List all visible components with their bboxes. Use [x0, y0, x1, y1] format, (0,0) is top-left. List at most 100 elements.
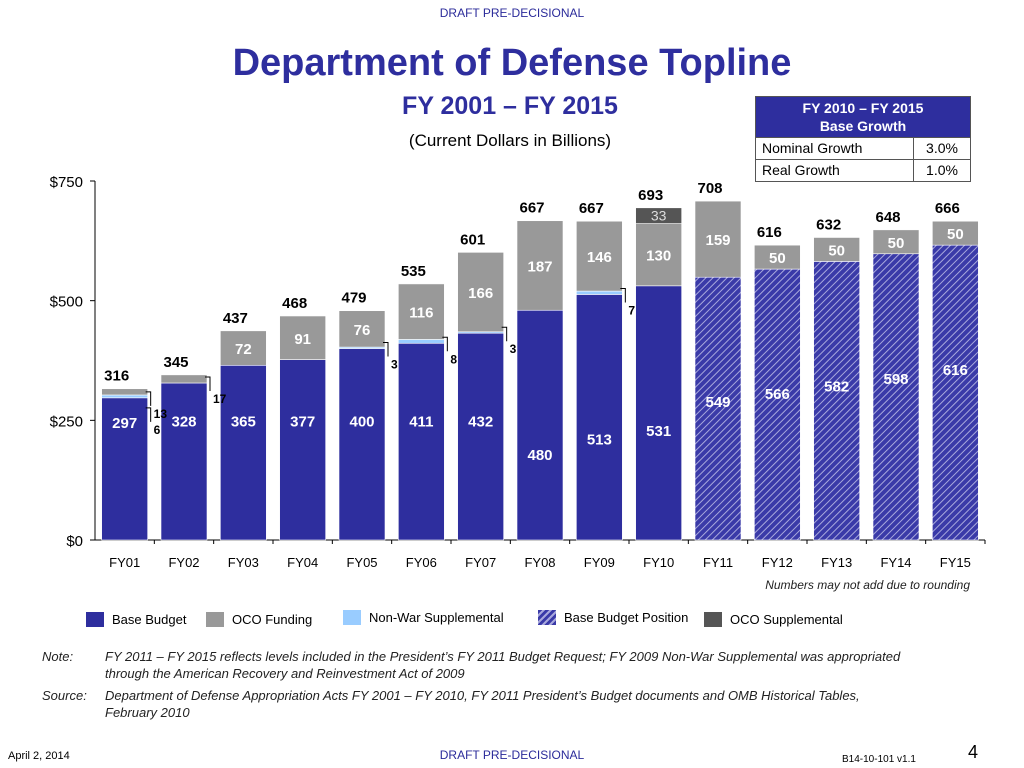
growth-row-value: 3.0%	[913, 137, 971, 160]
bar-oco-funding-fy06	[398, 283, 445, 340]
legend-item-base-budget: Base Budget	[86, 612, 186, 627]
bar-oco-funding-fy15	[932, 220, 979, 246]
bar-value-label: 513	[587, 431, 612, 448]
bar-oco-label: 166	[468, 285, 493, 302]
growth-table-header-line1: FY 2010 – FY 2015	[802, 100, 924, 116]
growth-row-label: Nominal Growth	[755, 137, 914, 160]
bar-value-label: 432	[468, 413, 493, 430]
bar-oco-supplemental-fy10	[635, 207, 682, 224]
bar-total-label: 316	[104, 368, 129, 385]
topline-bar-chart: $0 $250 $500 $750 FY01 FY02 FY03 FY04 FY05 FY06 FY…	[50, 174, 986, 570]
growth-row-value: 1.0%	[913, 159, 971, 182]
bar-value-label: 377	[290, 413, 315, 430]
bar-total-label: 437	[223, 310, 248, 327]
bar-oco-label: 50	[947, 226, 964, 243]
bar-oco-funding-fy09	[576, 220, 623, 292]
bar-total-label: 667	[579, 200, 604, 217]
note-line: through the American Recovery and Reinve…	[105, 666, 465, 681]
bar-oco-label: 159	[705, 232, 730, 249]
x-tick-label: FY13	[821, 555, 852, 570]
callout-bracket	[442, 336, 448, 352]
callout-bracket	[620, 287, 626, 303]
bar-value-label: 566	[765, 386, 790, 403]
growth-table-header: FY 2010 – FY 2015 Base Growth	[755, 96, 971, 138]
bar-value-label: 598	[883, 371, 908, 388]
bar-oco-label: 146	[587, 249, 612, 266]
source-text: Department of Defense Appropriation Acts…	[105, 687, 985, 721]
classification-marking-bottom: DRAFT PRE-DECISIONAL	[439, 748, 585, 762]
x-tick-label: FY07	[465, 555, 496, 570]
bar-total-label: 648	[875, 209, 900, 226]
x-tick-label: FY15	[940, 555, 971, 570]
bar-oco-funding-fy03	[220, 330, 267, 366]
legend-swatch	[538, 610, 556, 625]
bar-oco-supplemental-label: 33	[651, 208, 667, 224]
legend-label: Base Budget Position	[564, 610, 689, 625]
y-tick-label: $250	[50, 413, 83, 430]
legend-label: Base Budget	[112, 612, 187, 627]
callout-label: 7	[628, 303, 635, 317]
bar-oco-funding-fy05	[338, 310, 386, 348]
bar-non-war-supplemental-fy06	[398, 339, 445, 344]
legend-item-oco-funding: OCO Funding	[206, 612, 312, 627]
callout-label: 8	[450, 352, 457, 366]
x-tick-label: FY09	[584, 555, 615, 570]
callout-label: 3	[510, 342, 517, 356]
bar-base-budget-fy08	[516, 309, 564, 541]
bar-base-budget-position-fy15	[932, 244, 979, 541]
bar-base-budget-fy10	[635, 285, 682, 541]
x-tick-label: FY12	[762, 555, 793, 570]
bar-base-budget-fy09	[576, 294, 623, 541]
bar-value-label: 549	[705, 394, 730, 411]
y-tick-label: $500	[50, 294, 83, 311]
bar-value-label: 400	[349, 413, 374, 430]
bar-oco-funding-fy11	[694, 200, 742, 278]
callout-label: 6	[154, 423, 161, 437]
bar-base-budget-position-fy11	[694, 276, 742, 541]
legend-swatch	[343, 610, 361, 625]
bar-value-label: 365	[231, 413, 256, 430]
bar-oco-label: 50	[769, 250, 786, 267]
bar-total-label: 693	[638, 187, 663, 204]
callout-bracket	[145, 391, 152, 406]
bar-oco-funding-fy08	[516, 220, 564, 311]
bar-total-label: 616	[757, 224, 782, 241]
growth-row-label: Real Growth	[755, 159, 914, 182]
bar-oco-funding-fy13	[813, 237, 860, 262]
legend-swatch	[86, 612, 104, 627]
bar-base-budget-position-fy14	[872, 253, 920, 541]
x-tick-label: FY04	[287, 555, 318, 570]
source-label: Source:	[42, 688, 87, 703]
bar-base-budget-fy04	[279, 359, 326, 541]
bar-oco-label: 72	[235, 341, 252, 358]
growth-row-nominal: Nominal Growth 3.0%	[755, 137, 971, 160]
bar-oco-label: 50	[828, 242, 845, 259]
note-text: FY 2011 – FY 2015 reflects levels includ…	[105, 648, 985, 682]
bar-base-budget-position-fy13	[813, 261, 860, 541]
source-line: February 2010	[105, 705, 190, 720]
legend-item-base-budget-position: Base Budget Position	[538, 610, 688, 625]
bar-base-budget-fy01	[101, 397, 148, 541]
x-tick-label: FY11	[703, 555, 733, 570]
bar-value-label: 480	[527, 447, 552, 464]
bar-value-label: 328	[171, 413, 196, 430]
bar-base-budget-position-fy12	[754, 268, 801, 541]
legend-label: OCO Supplemental	[730, 612, 843, 627]
note-label: Note:	[42, 649, 74, 664]
legend-swatch	[206, 612, 224, 627]
y-tick-label: $750	[50, 174, 83, 191]
bar-total-label: 632	[816, 216, 841, 233]
callout-label: 13	[154, 407, 168, 421]
bar-value-label: 582	[824, 378, 849, 395]
bar-base-budget-fy07	[457, 332, 504, 541]
bar-oco-label: 76	[354, 322, 371, 339]
callout-bracket	[145, 407, 152, 422]
page-title: Department of Defense Topline	[232, 42, 792, 84]
bar-base-budget-fy05	[338, 348, 386, 541]
bar-base-budget-fy02	[160, 382, 208, 541]
callout-bracket	[205, 376, 211, 391]
bar-oco-funding-fy14	[872, 229, 920, 255]
x-tick-label: FY14	[880, 555, 911, 570]
x-tick-label: FY08	[524, 555, 555, 570]
x-tick-label: FY01	[109, 555, 140, 570]
